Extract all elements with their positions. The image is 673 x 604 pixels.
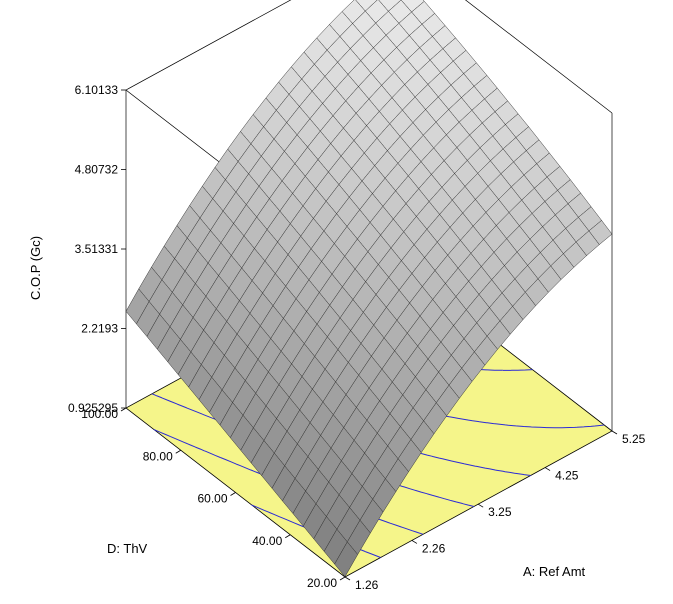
surface-mesh (125, 0, 613, 578)
z-tick-label: 0.925295 (68, 401, 118, 415)
y-tick-mark (285, 534, 291, 539)
x-axis-title: A: Ref Amt (523, 564, 586, 579)
y-tick-mark (230, 492, 236, 496)
box-edge (464, 0, 613, 114)
x-tick-label: 2.26 (422, 541, 446, 555)
x-tick-mark (411, 540, 418, 544)
surface-facet (334, 541, 359, 578)
y-tick-mark (120, 407, 127, 412)
z-tick-label: 3.51331 (75, 242, 119, 256)
x-tick-label: 5.25 (622, 432, 646, 446)
x-tick-mark (344, 576, 351, 581)
y-tick-label: 20.00 (307, 576, 337, 590)
y-tick-mark (175, 449, 181, 454)
y-tick-label: 60.00 (197, 492, 227, 506)
x-tick-mark (477, 503, 484, 508)
x-tick-mark (611, 430, 618, 435)
y-tick-label: 80.00 (143, 449, 173, 463)
y-tick-mark (339, 576, 346, 581)
x-tick-label: 3.25 (488, 505, 512, 519)
z-axis-title: C.O.P (Gc) (28, 236, 43, 300)
y-axis-title: D: ThV (107, 541, 148, 556)
z-tick-label: 4.80732 (75, 163, 119, 177)
box-edge (125, 0, 292, 91)
y-tick-label: 100.00 (81, 407, 118, 421)
x-tick-label: 1.26 (355, 578, 379, 592)
z-tick-label: 6.10133 (75, 83, 119, 97)
x-tick-mark (544, 467, 551, 471)
x-tick-label: 4.25 (555, 469, 579, 483)
y-tick-label: 40.00 (252, 534, 282, 548)
z-tick-label: 2.2193 (81, 322, 118, 336)
axis-ticks: 0.925295 2.2193 3.51331 4.80732 6.10133 1.26 2… (68, 83, 646, 592)
